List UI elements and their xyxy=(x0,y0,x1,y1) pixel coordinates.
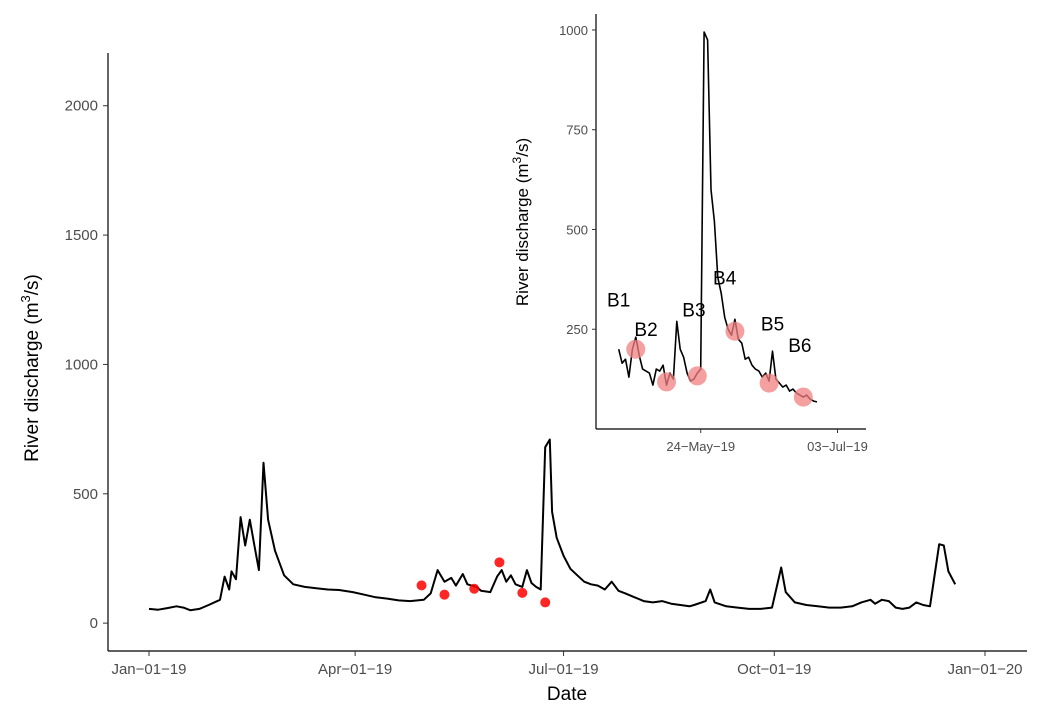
inset-y-ticks: 250 500 750 1000 xyxy=(559,23,596,337)
main-x-tick-label: Jan−01−20 xyxy=(947,661,1022,678)
inset-highlight-point xyxy=(626,339,646,359)
inset-y-tick-label: 1000 xyxy=(559,23,588,38)
main-highlight-point xyxy=(494,557,505,568)
inset-annotation-label: B5 xyxy=(761,314,784,335)
main-y-ticks: 0 500 1000 1500 2000 xyxy=(65,98,108,632)
main-y-axis-title-main: River discharge (m xyxy=(22,302,43,461)
main-y-tick-label: 1500 xyxy=(65,227,98,244)
main-y-tick-label: 500 xyxy=(73,486,98,503)
main-highlight-point xyxy=(439,589,450,600)
inset-highlight-point xyxy=(657,372,677,392)
inset-highlight-point xyxy=(725,321,745,341)
inset-background xyxy=(596,14,866,429)
main-chart: 0 500 1000 1500 2000 Jan−01−19 Apr−01−19 Jul−0… xyxy=(18,53,1027,705)
inset-highlight-point xyxy=(687,366,707,386)
inset-annotation-label: B3 xyxy=(682,300,705,321)
main-highlight-point xyxy=(469,583,480,594)
main-y-axis-title-sup: 3 xyxy=(18,295,33,302)
inset-annotation-label: B6 xyxy=(788,336,811,357)
main-y-tick-label: 2000 xyxy=(65,98,98,115)
main-y-tick-label: 1000 xyxy=(65,356,98,373)
main-highlight-point xyxy=(517,587,528,598)
inset-highlight-points xyxy=(626,321,813,407)
main-x-tick-label: Jul−01−19 xyxy=(529,661,599,678)
inset-y-axis-title-sup: 3 xyxy=(510,156,524,163)
main-series-line xyxy=(148,438,957,612)
main-y-axis-title-tail: /s) xyxy=(22,274,43,295)
main-x-tick-label: Apr−01−19 xyxy=(318,661,392,678)
main-x-tick-label: Jan−01−19 xyxy=(111,661,186,678)
inset-series-line xyxy=(617,31,818,403)
inset-y-tick-label: 750 xyxy=(566,123,588,138)
main-x-ticks: Jan−01−19 Apr−01−19 Jul−01−19 Oct−01−19 Jan−… xyxy=(111,651,1023,678)
main-y-axis-title: River discharge (m3/s) xyxy=(18,274,43,462)
inset-x-ticks: 24−May−19 03−Jul−19 xyxy=(666,429,868,454)
inset-x-tick-label: 24−May−19 xyxy=(666,439,735,454)
inset-annotation-label: B1 xyxy=(607,290,630,311)
inset-y-axis-title-tail: /s) xyxy=(513,138,532,157)
inset-x-tick-label: 03−Jul−19 xyxy=(807,439,868,454)
inset-annotation-label: B4 xyxy=(713,268,737,289)
main-x-axis-title: Date xyxy=(547,684,587,705)
main-x-tick-label: Oct−01−19 xyxy=(737,661,811,678)
main-highlight-point xyxy=(416,580,427,591)
inset-y-tick-label: 250 xyxy=(566,322,588,337)
inset-y-tick-label: 500 xyxy=(566,222,588,237)
inset-y-axis-title: River discharge (m3/s) xyxy=(510,138,532,306)
main-highlight-points xyxy=(416,557,551,608)
inset-annotation-label: B2 xyxy=(634,320,657,341)
inset-series xyxy=(617,31,818,403)
main-y-tick-label: 0 xyxy=(90,615,98,632)
main-highlight-point xyxy=(540,597,551,608)
inset-highlight-point xyxy=(793,387,813,407)
inset-y-axis-title-main: River discharge (m xyxy=(513,163,532,306)
inset-highlight-point xyxy=(759,373,779,393)
main-series xyxy=(148,438,957,612)
